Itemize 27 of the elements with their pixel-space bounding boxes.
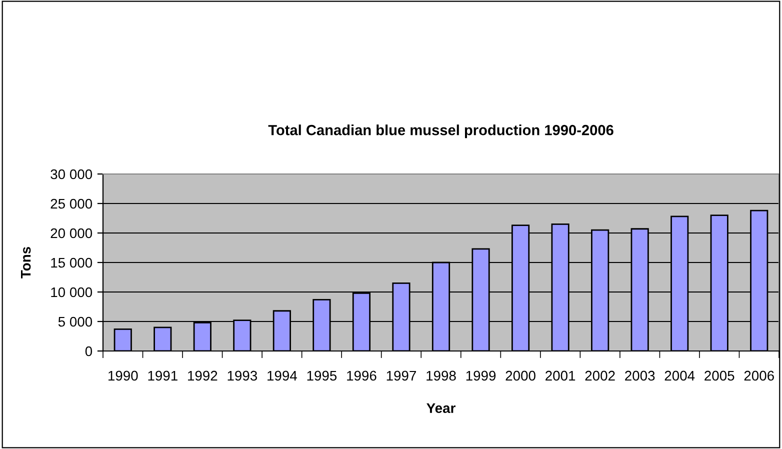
y-tick-label: 0 (85, 346, 92, 356)
y-tick-label: 5 000 (58, 316, 92, 327)
chart-title: Total Canadian blue mussel production 1990-2006 (268, 124, 614, 138)
x-tick-label: 1994 (268, 370, 297, 381)
y-tick-label: 10 000 (51, 287, 92, 298)
x-tick-label: 1996 (347, 370, 376, 381)
x-tick-label: 1995 (307, 370, 337, 381)
x-tick-label: 2000 (506, 370, 536, 381)
x-tick-label: 1991 (148, 370, 178, 381)
x-tick-label: 2002 (585, 370, 615, 381)
y-tick-label: 15 000 (51, 258, 92, 268)
y-tick-label: 25 000 (50, 198, 92, 209)
y-axis-title: Tons (21, 246, 31, 278)
x-tick-label: 2006 (744, 370, 774, 381)
x-tick-label: 1992 (188, 370, 218, 381)
y-tick-label: 20 000 (50, 228, 92, 238)
x-tick-label: 2003 (625, 370, 655, 381)
x-tick-label: 2004 (664, 370, 695, 381)
x-tick-label: 2005 (704, 370, 734, 381)
x-tick-label: 2001 (546, 370, 576, 381)
y-tick-label: 30 000 (50, 169, 92, 180)
x-tick-label: 1999 (466, 370, 496, 381)
x-axis-title: Year (426, 403, 456, 414)
x-tick-label: 1990 (108, 370, 138, 381)
x-tick-label: 1997 (386, 370, 416, 381)
x-tick-label: 1998 (426, 370, 456, 381)
x-tick-label: 1993 (228, 370, 258, 381)
